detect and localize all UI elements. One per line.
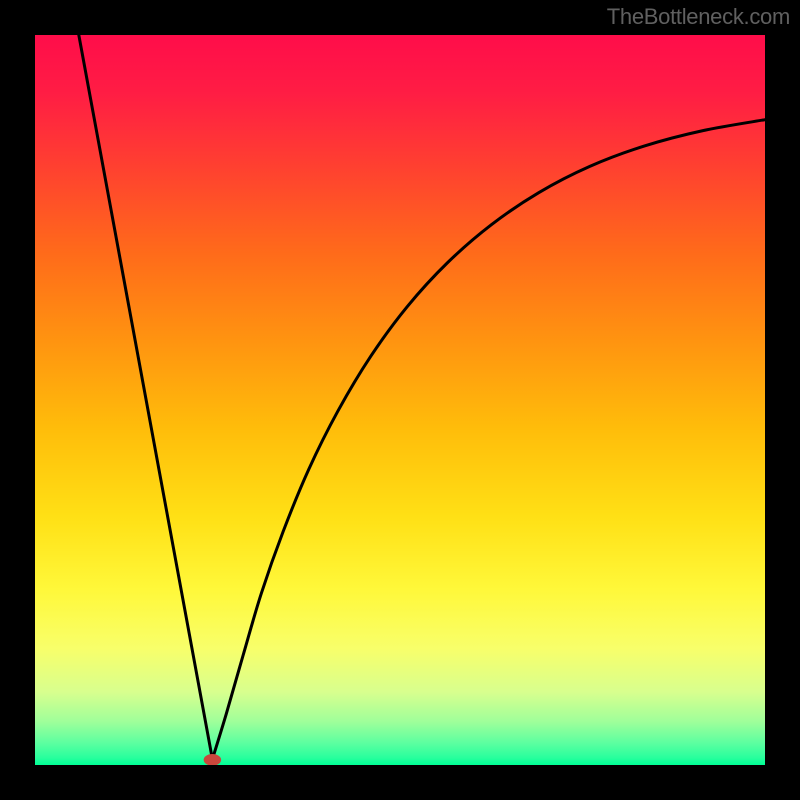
gradient-background (35, 35, 765, 765)
watermark-text: TheBottleneck.com (607, 4, 790, 30)
chart-svg (35, 35, 765, 765)
chart-container: TheBottleneck.com (0, 0, 800, 800)
plot-area (35, 35, 765, 765)
